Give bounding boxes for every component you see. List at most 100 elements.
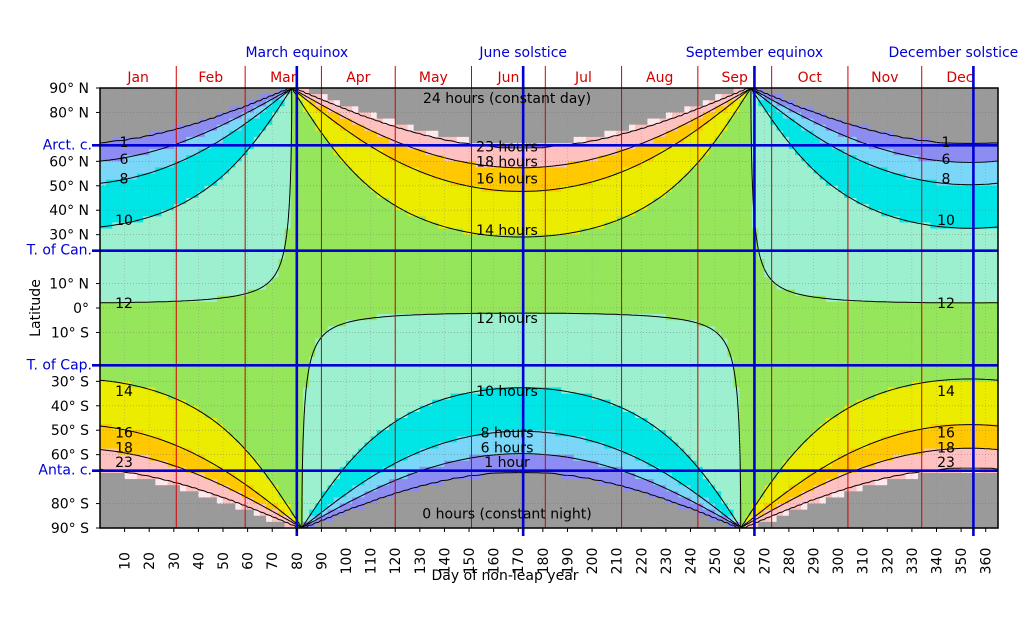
band-cell [585, 185, 593, 193]
band-cell [462, 161, 470, 169]
band-cell [352, 100, 359, 107]
band-cell [893, 210, 901, 217]
band-cell [881, 253, 888, 260]
band-cell [776, 259, 784, 266]
band-cell [782, 100, 790, 107]
band-cell [469, 234, 476, 242]
band-cell [284, 167, 292, 175]
band-cell [186, 240, 193, 248]
band-cell [487, 253, 495, 260]
band-cell [401, 185, 409, 193]
band-cell [567, 271, 575, 279]
band-cell [678, 234, 685, 242]
band-cell [389, 234, 396, 242]
band-cell [432, 112, 439, 120]
band-cell [739, 161, 747, 169]
band-cell [229, 259, 236, 266]
band-cell [868, 124, 876, 132]
band-cell [788, 271, 796, 279]
band-cell [370, 240, 378, 248]
band-cell [210, 204, 218, 211]
band-cell [788, 222, 796, 230]
band-cell [813, 216, 821, 224]
band-cell [874, 100, 882, 107]
band-cell [210, 112, 218, 120]
band-cell [887, 155, 895, 162]
band-cell [991, 167, 999, 175]
band-cell [561, 271, 569, 279]
band-cell [161, 283, 169, 291]
band-cell [838, 124, 845, 132]
band-cell [173, 191, 181, 199]
band-cell [389, 118, 396, 126]
band-cell [432, 283, 439, 291]
band-cell [973, 191, 981, 199]
band-cell [924, 198, 931, 205]
band-cell [302, 277, 310, 285]
band-cell [542, 228, 550, 236]
band-cell [216, 271, 224, 279]
band-cell [284, 112, 292, 120]
band-cell [764, 124, 772, 132]
band-cell [745, 136, 753, 144]
band-cell [610, 173, 618, 181]
band-cell [696, 179, 704, 187]
band-cell [659, 173, 667, 181]
band-cell [475, 204, 482, 211]
band-cell [696, 136, 704, 144]
band-cell [247, 228, 255, 236]
band-cell [112, 124, 120, 132]
band-cell [782, 216, 790, 224]
band-cell [512, 179, 519, 187]
band-cell [481, 149, 489, 156]
band-cell [100, 216, 107, 224]
band-cell [739, 271, 747, 279]
band-cell [155, 204, 163, 211]
band-cell [364, 253, 372, 260]
band-cell [721, 210, 728, 217]
band-cell [831, 88, 839, 95]
band-cell [801, 124, 808, 132]
band-cell [259, 88, 267, 95]
band-cell [536, 253, 544, 260]
band-cell [911, 179, 919, 187]
band-cell [813, 155, 821, 162]
band-cell [862, 240, 870, 248]
band-cell [684, 191, 692, 199]
band-cell [100, 289, 107, 297]
band-cell [850, 94, 858, 101]
band-cell [475, 185, 482, 193]
band-cell [641, 136, 649, 144]
band-cell [862, 88, 870, 95]
band-cell [425, 94, 433, 101]
band-cell [961, 228, 968, 236]
band-cell [339, 185, 347, 193]
band-cell [561, 259, 569, 266]
band-cell [610, 136, 618, 144]
band-cell [715, 100, 722, 107]
band-cell [198, 277, 206, 285]
band-cell [425, 222, 433, 230]
band-cell [573, 106, 581, 114]
band-cell [616, 191, 624, 199]
band-cell [758, 234, 765, 242]
band-cell [266, 100, 273, 107]
band-cell [124, 136, 132, 144]
band-cell [499, 283, 507, 291]
band-cell [856, 136, 864, 144]
band-cell [862, 289, 870, 297]
band-cell [358, 222, 366, 230]
band-cell [739, 167, 747, 175]
band-cell [112, 198, 120, 205]
band-cell [376, 106, 384, 114]
band-cell [678, 210, 685, 217]
band-cell [456, 253, 464, 260]
band-cell [721, 198, 728, 205]
band-cell [438, 136, 446, 144]
band-cell [893, 216, 901, 224]
band-cell [825, 265, 833, 272]
band-cell [782, 265, 790, 272]
band-cell [665, 259, 673, 266]
band-cell [893, 124, 901, 132]
band-cell [149, 210, 156, 217]
